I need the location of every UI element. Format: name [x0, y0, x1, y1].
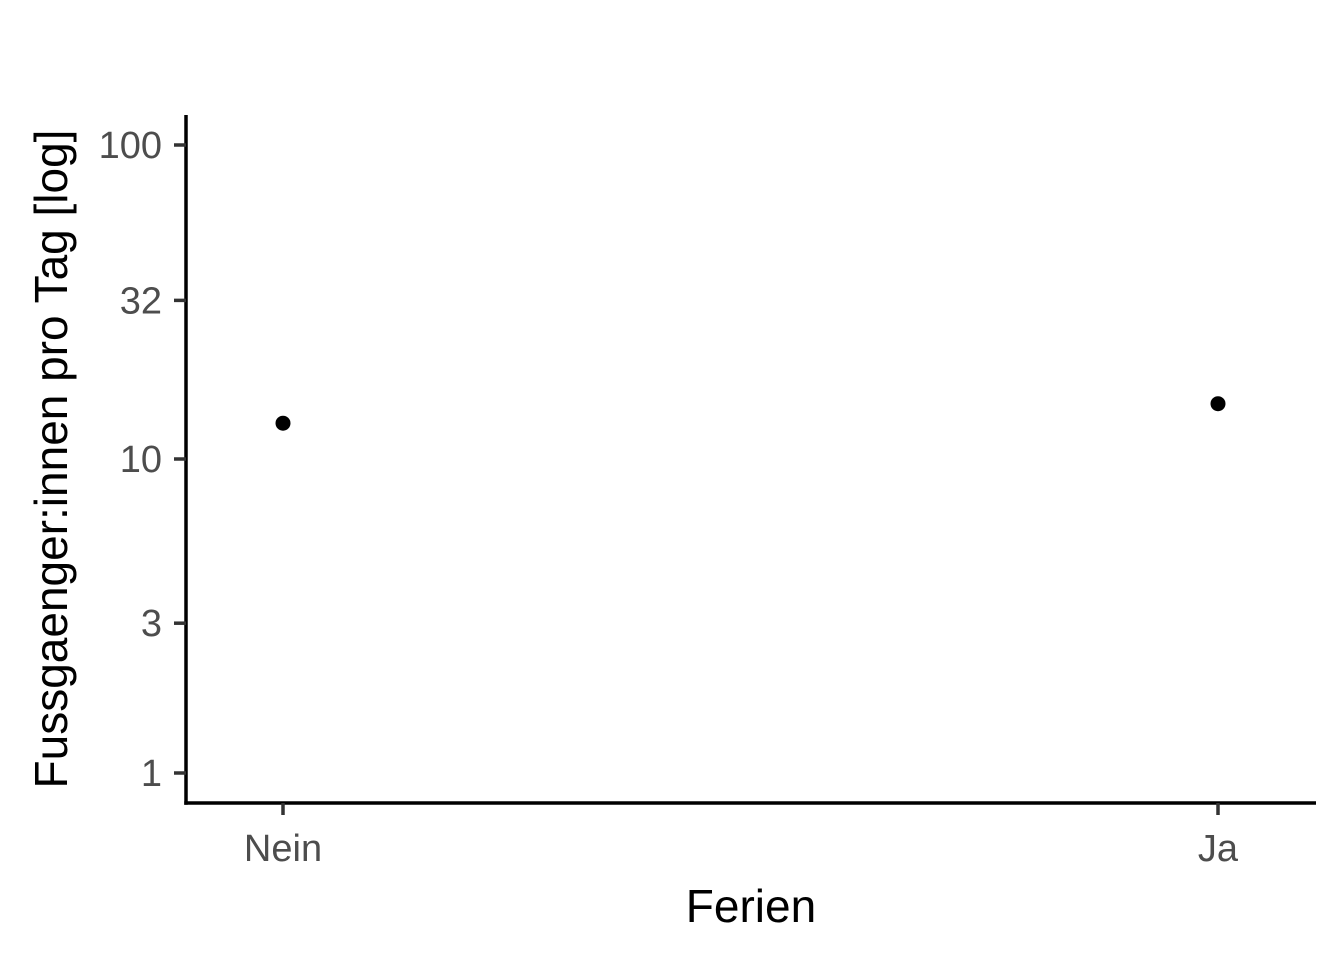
data-point [275, 415, 291, 431]
y-axis-title: Fussgaenger:innen pro Tag [log] [25, 130, 77, 789]
x-tick-label: Ja [1198, 828, 1239, 870]
ticks: 1 3 10 32 100 Nein Ja [99, 125, 1239, 870]
y-tick-label: 32 [120, 280, 162, 322]
data-point [1210, 396, 1226, 412]
axes [184, 115, 1316, 805]
y-tick-label: 10 [120, 439, 162, 481]
x-tick-label: Nein [244, 828, 322, 870]
y-tick-label: 1 [141, 753, 162, 795]
plot-area [275, 396, 1226, 431]
y-tick-label: 100 [99, 125, 162, 167]
y-tick-label: 3 [141, 603, 162, 645]
x-axis-title: Ferien [686, 880, 816, 932]
